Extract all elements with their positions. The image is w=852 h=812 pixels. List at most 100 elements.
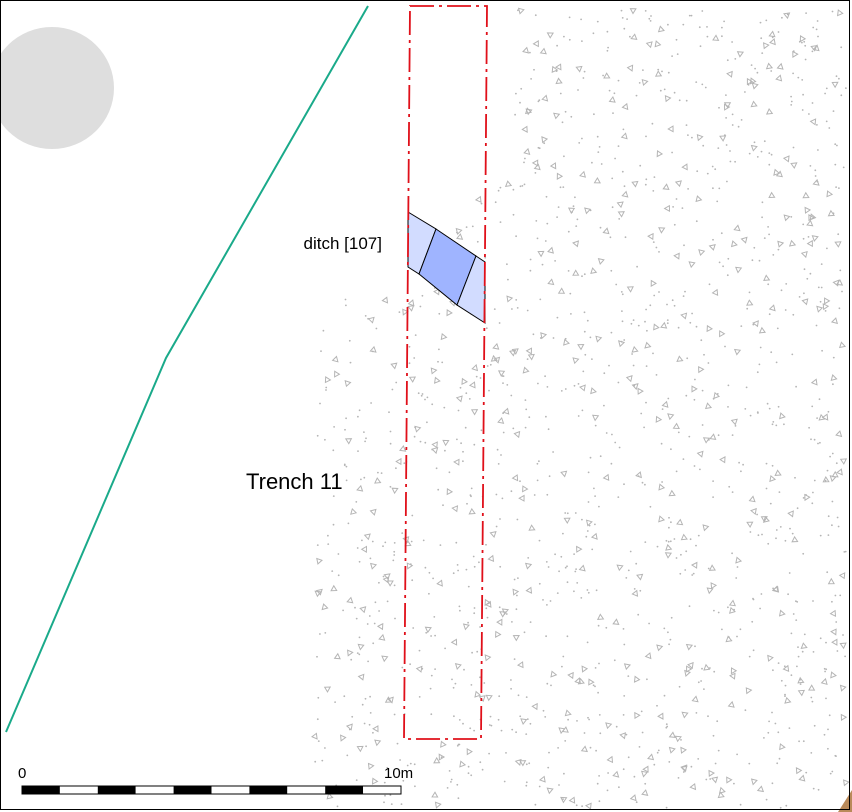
stipple-triangle [784, 696, 792, 704]
stipple-dot [682, 458, 685, 460]
stipple-triangle [767, 654, 774, 662]
stipple-dot [607, 772, 609, 774]
stipple-triangle [782, 664, 790, 672]
stipple-dot [770, 70, 773, 72]
stipple-triangle [691, 695, 699, 703]
stipple-dot [486, 616, 489, 619]
stipple-dot [382, 575, 385, 578]
stipple-dot [763, 737, 765, 739]
stipple-triangle [538, 775, 546, 783]
stipple-triangle [436, 579, 443, 587]
stipple-dot [608, 89, 611, 92]
stipple-triangle [608, 96, 616, 103]
stipple-dot [324, 747, 326, 749]
stipple-dot [332, 495, 335, 497]
stipple-dot [595, 749, 597, 752]
stipple-dot [644, 782, 647, 785]
stipple-dot [438, 348, 440, 351]
stipple-triangle [499, 611, 507, 618]
stipple-dot [695, 220, 698, 223]
stipple-triangle [558, 727, 566, 735]
stipple-dot [600, 163, 603, 165]
stipple-dot [665, 806, 668, 809]
stipple-dot [580, 18, 582, 21]
stipple-dot [586, 589, 589, 591]
stipple-dot [576, 218, 579, 221]
stipple-dot [836, 144, 838, 147]
stipple-triangle [590, 532, 598, 540]
stipple-dot [605, 432, 608, 434]
stipple-triangle [603, 72, 611, 79]
stipple-dot [597, 151, 600, 154]
trench-label: Trench 11 [246, 469, 343, 494]
stipple-triangle [706, 587, 714, 595]
stipple-dot [814, 169, 817, 172]
stipple-dot [566, 581, 569, 584]
stipple-dot [639, 589, 642, 592]
stipple-dot [512, 427, 515, 430]
stipple-dot [529, 269, 532, 272]
stipple-dot [442, 504, 444, 507]
stipple-dot [563, 35, 565, 38]
stipple-dot [594, 685, 596, 688]
stipple-dot [783, 665, 786, 668]
stipple-dot [503, 780, 506, 783]
stipple-dot [712, 496, 714, 498]
stipple-dot [645, 308, 647, 311]
stipple-triangle [537, 250, 545, 258]
stipple-dot [844, 550, 847, 553]
stipple-dot [564, 566, 567, 569]
stipple-dot [759, 21, 762, 24]
stipple-dot [536, 237, 539, 240]
stipple-dot [557, 206, 560, 209]
stipple-dot [696, 170, 699, 173]
stipple-dot [589, 209, 592, 212]
stipple-dot [635, 94, 638, 97]
stipple-dot [752, 649, 755, 652]
stipple-dot [622, 768, 625, 771]
stipple-dot [784, 309, 787, 311]
stipple-dot [635, 801, 638, 804]
stipple-dot [603, 404, 605, 407]
stipple-triangle [798, 774, 806, 782]
stipple-dot [814, 175, 817, 177]
stipple-dot [467, 585, 470, 588]
stipple-dot [448, 471, 451, 474]
stipple-dot [591, 548, 594, 551]
stipple-triangle [664, 552, 672, 559]
stipple-dot [610, 269, 613, 272]
stipple-dot [811, 700, 814, 703]
stipple-dot [801, 109, 804, 111]
stipple-triangle [381, 655, 389, 663]
stipple-dot [776, 762, 779, 765]
stipple-dot [801, 41, 803, 44]
stipple-dot [617, 79, 620, 82]
stipple-triangle [810, 378, 818, 386]
stipple-dot [768, 407, 771, 410]
stipple-triangle [800, 250, 808, 259]
stipple-dot [720, 232, 723, 235]
stipple-dot [701, 424, 704, 426]
stipple-dot [648, 17, 651, 20]
stipple-dot [368, 723, 371, 726]
stipple-dot [834, 163, 837, 166]
stipple-dot [316, 655, 318, 658]
stipple-dot [529, 51, 531, 54]
stipple-dot [603, 372, 606, 375]
stipple-triangle [768, 191, 776, 199]
stipple-dot [666, 322, 669, 325]
stipple-triangle [590, 387, 597, 395]
stipple-triangle [709, 433, 717, 441]
stipple-triangle [527, 353, 535, 361]
stipple-pattern [311, 7, 850, 810]
stipple-dot [765, 487, 768, 490]
stipple-dot [560, 390, 563, 392]
stipple-dot [369, 712, 372, 714]
stipple-dot [430, 674, 433, 677]
stipple-dot [660, 442, 663, 445]
stipple-dot [756, 371, 759, 374]
stipple-dot [591, 161, 593, 164]
stipple-triangle [346, 596, 354, 604]
stipple-triangle [490, 354, 498, 362]
stipple-dot [667, 397, 670, 400]
